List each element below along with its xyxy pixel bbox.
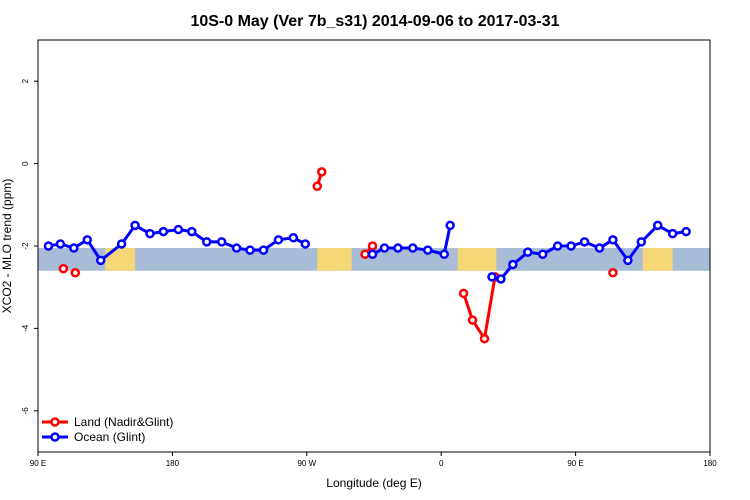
land-data-point <box>467 315 478 325</box>
ocean-data-point <box>69 243 79 253</box>
ocean-data-point <box>245 245 255 255</box>
y-tick-label: -6 <box>21 407 30 415</box>
x-tick-label: 90 W <box>297 459 316 468</box>
y-tick-label: -4 <box>21 324 30 332</box>
ocean-data-point <box>496 274 506 284</box>
ocean-data-point <box>393 243 403 253</box>
land-series-line <box>462 276 497 341</box>
legend-label-land: Land (Nadir&Glint) <box>74 415 173 429</box>
ocean-data-point <box>158 226 169 237</box>
ocean-data-point <box>231 243 242 253</box>
ocean-data-point <box>487 272 497 282</box>
ocean-data-point <box>445 220 455 231</box>
ocean-data-point <box>552 241 563 251</box>
land-data-point <box>316 167 327 177</box>
ocean-series <box>43 220 691 284</box>
x-tick-label: 90 E <box>567 459 583 468</box>
ocean-data-point <box>523 247 533 257</box>
ocean-data-point <box>423 245 433 255</box>
x-tick-label: 90 E <box>30 459 46 468</box>
ocean-data-point <box>636 237 647 247</box>
legend-label-ocean: Ocean (Glint) <box>74 430 145 444</box>
x-tick-label: 0 <box>439 459 444 468</box>
ocean-data-point <box>201 237 212 247</box>
y-tick-label: -2 <box>21 242 30 250</box>
y-tick-label: 0 <box>21 161 30 166</box>
x-tick-label: 180 <box>703 459 717 468</box>
ocean-data-point <box>439 249 449 259</box>
ocean-data-point <box>379 243 390 253</box>
ocean-data-point <box>258 245 269 255</box>
ocean-data-point <box>82 235 93 245</box>
land-data-point <box>608 268 618 278</box>
ocean-data-point <box>681 226 691 237</box>
ocean-data-point <box>408 243 418 253</box>
legend: Land (Nadir&Glint)Ocean (Glint) <box>42 415 173 444</box>
legend-marker-ocean <box>50 432 60 442</box>
land-data-point <box>360 249 370 259</box>
ocean-data-point <box>623 255 633 266</box>
ocean-data-point <box>145 228 155 239</box>
ocean-data-point <box>273 235 284 245</box>
chart-title: 10S-0 May (Ver 7b_s31) 2014-09-06 to 201… <box>190 13 559 30</box>
y-axis: 2 0 -2 -4 -6 <box>21 78 38 414</box>
ocean-data-point <box>667 228 678 239</box>
land-data-point <box>479 333 490 344</box>
ocean-data-point <box>116 239 127 249</box>
ocean-data-point <box>43 241 54 251</box>
ocean-data-point <box>173 224 184 235</box>
ocean-data-point <box>652 220 663 231</box>
land-data-point <box>70 268 81 278</box>
land-data-point <box>367 241 378 251</box>
ocean-data-point <box>187 226 197 237</box>
ocean-data-point <box>537 249 548 259</box>
ocean-data-point <box>367 249 378 259</box>
x-axis-label: Longitude (deg E) <box>326 476 421 490</box>
y-tick-label: 2 <box>21 78 30 83</box>
land-region <box>114 248 130 271</box>
x-axis: 90 E 180 90 W 0 90 E 180 <box>30 452 717 468</box>
ocean-data-point <box>130 220 140 231</box>
y-axis-label: XCO2 - MLO trend (ppm) <box>0 179 14 314</box>
ocean-data-point <box>216 237 227 247</box>
ocean-data-point <box>608 235 618 245</box>
ocean-data-point <box>300 239 311 249</box>
ocean-data-point <box>579 237 590 247</box>
ocean-data-point <box>566 241 576 251</box>
legend-marker-land <box>50 417 60 427</box>
ocean-data-point <box>508 259 518 270</box>
land-region <box>457 248 497 271</box>
land-region <box>651 248 667 271</box>
ocean-data-point <box>288 233 299 243</box>
land-region <box>317 248 352 271</box>
x-tick-label: 180 <box>166 459 180 468</box>
land-data-point <box>58 263 69 274</box>
ocean-data-point <box>95 255 106 266</box>
ocean-data-point <box>55 239 66 249</box>
series-layer <box>43 167 691 344</box>
land-data-point <box>458 288 469 299</box>
land-data-point <box>312 181 323 192</box>
ocean-data-point <box>594 243 605 253</box>
